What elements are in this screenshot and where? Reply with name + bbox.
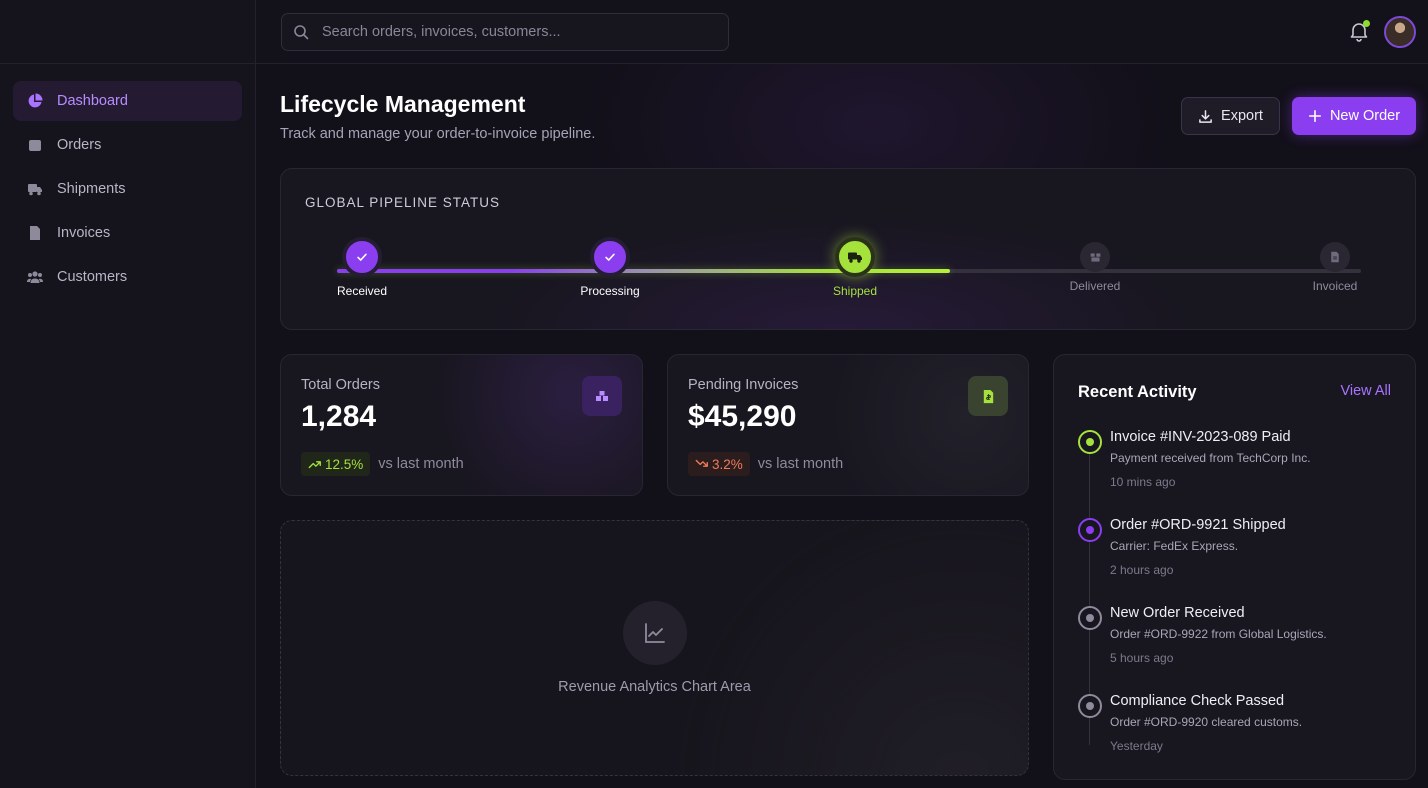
activity-item-time: 10 mins ago <box>1110 475 1176 489</box>
activity-item-time: 5 hours ago <box>1110 651 1174 665</box>
truck-icon <box>26 180 44 198</box>
activity-item-title: Order #ORD-9921 Shipped <box>1110 517 1286 533</box>
export-button-label: Export <box>1221 108 1263 124</box>
notification-dot <box>1363 20 1370 27</box>
sidebar-item-label: Invoices <box>57 225 111 241</box>
invoice-icon <box>26 224 44 242</box>
pipeline-title: GLOBAL PIPELINE STATUS <box>305 195 501 210</box>
activity-item-title: Invoice #INV-2023-089 Paid <box>1110 429 1291 445</box>
document-icon <box>1320 242 1350 272</box>
pipeline-card: GLOBAL PIPELINE STATUS Received Processi… <box>280 168 1416 330</box>
stage-label: Shipped <box>832 284 878 298</box>
chart-placeholder-label: Revenue Analytics Chart Area <box>558 679 751 695</box>
trend-value: 3.2% <box>712 456 743 472</box>
stat-trend: 3.2% vs last month <box>688 452 843 476</box>
view-all-link[interactable]: View All <box>1340 383 1391 399</box>
search-icon <box>294 25 309 40</box>
trend-badge-up: 12.5% <box>301 452 371 476</box>
boxes-icon <box>582 376 622 416</box>
boxes-icon <box>1080 242 1110 272</box>
sidebar-item-label: Dashboard <box>57 93 128 109</box>
page-title: Lifecycle Management <box>280 91 526 117</box>
sidebar-item-dashboard[interactable]: Dashboard <box>13 81 242 121</box>
trend-value: 12.5% <box>325 456 364 472</box>
stage-shipped[interactable]: Shipped <box>805 237 905 298</box>
stat-card-total-orders: Total Orders 1,284 12.5% vs last month <box>280 354 643 496</box>
bell-icon <box>1350 23 1368 42</box>
timeline-dot <box>1078 518 1102 542</box>
trend-note: vs last month <box>757 456 844 472</box>
new-order-button[interactable]: New Order <box>1292 97 1416 135</box>
sidebar-item-invoices[interactable]: Invoices <box>13 213 242 253</box>
trend-down-icon <box>695 459 708 467</box>
plus-icon <box>1308 109 1321 123</box>
pipeline-progress-fill <box>337 269 950 273</box>
stat-value: 1,284 <box>301 400 377 433</box>
check-icon <box>590 237 630 277</box>
sidebar-item-label: Shipments <box>57 181 126 197</box>
sidebar-item-orders[interactable]: Orders <box>13 125 242 165</box>
activity-item-desc: Order #ORD-9922 from Global Logistics. <box>1110 627 1327 641</box>
stat-label: Pending Invoices <box>688 377 799 393</box>
stage-delivered[interactable]: Delivered <box>1045 237 1145 293</box>
truck-icon <box>835 237 875 277</box>
topbar <box>256 0 1428 64</box>
activity-item-desc: Carrier: FedEx Express. <box>1110 539 1239 553</box>
activity-item-desc: Order #ORD-9920 cleared customs. <box>1110 715 1303 729</box>
timeline-line <box>1089 445 1090 745</box>
sidebar-item-shipments[interactable]: Shipments <box>13 169 242 209</box>
search-input[interactable] <box>322 24 702 40</box>
stat-value: $45,290 <box>688 400 797 433</box>
sidebar: Dashboard Orders Shipments Invoices Cust… <box>0 0 256 788</box>
activity-title: Recent Activity <box>1078 383 1197 401</box>
sidebar-item-customers[interactable]: Customers <box>13 257 242 297</box>
pie-chart-icon <box>26 92 44 110</box>
stage-label: Received <box>336 284 388 298</box>
stage-received[interactable]: Received <box>312 237 412 298</box>
trend-badge-down: 3.2% <box>688 452 750 476</box>
users-icon <box>26 268 44 286</box>
stat-card-pending-invoices: Pending Invoices $45,290 3.2% vs last mo… <box>667 354 1029 496</box>
timeline-dot <box>1078 430 1102 454</box>
sidebar-item-label: Orders <box>57 137 102 153</box>
stage-label: Delivered <box>1069 279 1121 293</box>
sidebar-item-label: Customers <box>57 269 128 285</box>
main-content: Lifecycle Management Track and manage yo… <box>256 64 1428 788</box>
activity-item-title: Compliance Check Passed <box>1110 693 1285 709</box>
download-icon <box>1199 109 1212 123</box>
new-order-button-label: New Order <box>1329 108 1401 124</box>
sidebar-nav: Dashboard Orders Shipments Invoices Cust… <box>0 64 255 318</box>
revenue-chart-placeholder: Revenue Analytics Chart Area <box>280 520 1029 776</box>
stage-processing[interactable]: Processing <box>560 237 660 298</box>
timeline-dot <box>1078 694 1102 718</box>
activity-item-time: Yesterday <box>1110 739 1163 753</box>
stage-label: Processing <box>580 284 640 298</box>
activity-item-time: 2 hours ago <box>1110 563 1174 577</box>
notification-button[interactable] <box>1348 20 1370 42</box>
stat-trend: 12.5% vs last month <box>301 452 464 476</box>
trend-up-icon <box>308 461 321 469</box>
activity-item-desc: Payment received from TechCorp Inc. <box>1110 451 1311 465</box>
invoice-icon <box>968 376 1008 416</box>
box-icon <box>26 136 44 154</box>
timeline-dot <box>1078 606 1102 630</box>
recent-activity-card: Recent Activity View All Invoice #INV-20… <box>1053 354 1416 780</box>
sidebar-brand-area <box>0 0 255 64</box>
search-box[interactable] <box>281 13 729 51</box>
avatar[interactable] <box>1384 16 1416 48</box>
trend-note: vs last month <box>378 456 464 472</box>
stage-invoiced[interactable]: Invoiced <box>1285 237 1385 293</box>
line-chart-icon <box>623 601 687 665</box>
activity-item-title: New Order Received <box>1110 605 1245 621</box>
stat-label: Total Orders <box>301 377 380 393</box>
export-button[interactable]: Export <box>1181 97 1280 135</box>
page-subtitle: Track and manage your order-to-invoice p… <box>280 126 596 142</box>
check-icon <box>342 237 382 277</box>
stage-label: Invoiced <box>1312 279 1358 293</box>
